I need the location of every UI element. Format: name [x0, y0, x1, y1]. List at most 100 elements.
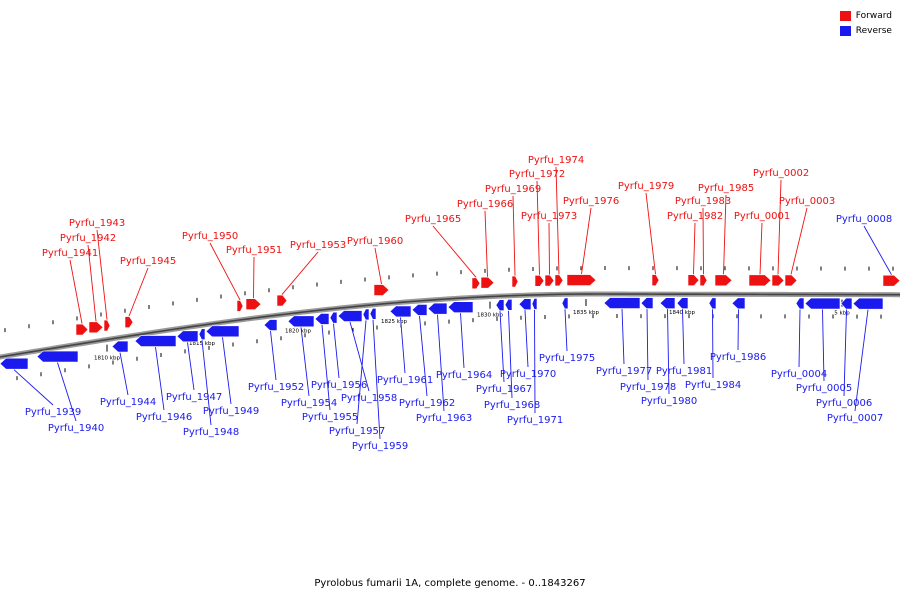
reverse-gene-arrow	[804, 297, 841, 310]
legend-forward-label: Forward	[855, 10, 892, 21]
gene-callout-line	[253, 256, 255, 299]
reverse-strand: Pyrfu_1939 Pyrfu_1940 Pyrfu_1944 Pyrfu_1946…	[0, 297, 884, 452]
gene-callout-line	[548, 222, 550, 275]
gene-callout-line	[13, 369, 54, 406]
reverse-gene-arrow	[427, 302, 448, 315]
forward-gene-label: Pyrfu_1953	[290, 240, 346, 251]
gene-callout-line	[96, 229, 108, 320]
gene-callout-line	[201, 340, 212, 426]
reverse-gene-arrow	[708, 297, 717, 310]
gene-callout-line	[863, 225, 892, 275]
tick-label: 1830 kbp	[477, 313, 503, 319]
gene-callout-line	[854, 309, 869, 412]
reverse-gene-arrow	[111, 340, 129, 353]
forward-gene-arrow	[471, 277, 481, 290]
gene-callout-line	[499, 311, 505, 383]
reverse-gene-label: Pyrfu_1954	[281, 398, 337, 409]
gene-callout-line	[69, 259, 83, 324]
gene-callout-line	[621, 309, 625, 365]
reverse-gene-arrow	[795, 297, 805, 310]
reverse-gene-label: Pyrfu_1975	[539, 353, 595, 364]
gene-callout-line	[822, 309, 825, 382]
reverse-gene-label: Pyrfu_1939	[25, 407, 81, 418]
gene-callout-line	[349, 321, 370, 392]
reverse-gene-label: Pyrfu_1956	[311, 380, 367, 391]
reverse-gene-label: Pyrfu_1957	[329, 426, 385, 437]
forward-strand: Pyrfu_1941 Pyrfu_1942 Pyrfu_1943 Pyrfu_1945…	[42, 155, 900, 336]
gene-callout-line	[702, 207, 704, 275]
gene-callout-line	[209, 242, 241, 301]
reverse-gene-arrow	[176, 330, 199, 343]
forward-gene-arrow	[687, 274, 700, 287]
forward-gene-arrow	[882, 274, 900, 287]
reverse-gene-arrow	[369, 308, 377, 320]
backbone-band	[0, 291, 900, 360]
tick-label: 1820 kbp	[285, 329, 311, 335]
reverse-gene-label: Pyrfu_1952	[248, 382, 304, 393]
forward-gene-arrow	[534, 274, 545, 287]
gene-callout-line	[512, 195, 516, 276]
gene-callout-line	[645, 192, 656, 275]
forward-gene-label: Pyrfu_1973	[521, 211, 577, 222]
gene-callout-line	[400, 317, 406, 374]
reverse-gene-arrow	[198, 328, 206, 341]
reverse-gene-label: Pyrfu_1986	[710, 352, 766, 363]
reverse-gene-arrow	[495, 299, 505, 311]
reverse-gene-arrow	[329, 311, 338, 324]
forward-gene-arrow	[480, 276, 495, 289]
forward-gene-label: Pyrfu_1976	[563, 196, 619, 207]
forward-gene-label: Pyrfu_1974	[528, 155, 584, 166]
gene-callout-line	[790, 207, 808, 275]
gene-callout-line	[270, 330, 277, 381]
gene-callout-line	[128, 267, 149, 317]
forward-gene-arrow	[748, 274, 772, 287]
genome-caption: Pyrolobus fumarii 1A, complete genome. -…	[314, 578, 586, 589]
reverse-gene-arrow	[0, 357, 29, 370]
legend-forward: Forward	[839, 8, 892, 23]
forward-gene-arrow	[373, 284, 390, 296]
reverse-gene-label: Pyrfu_1981	[656, 366, 712, 377]
tick-label: 1835 kbp	[573, 310, 599, 316]
reverse-gene-arrow	[840, 297, 853, 310]
forward-gene-arrow	[511, 275, 519, 288]
reverse-gene-label: Pyrfu_0005	[796, 383, 852, 394]
reverse-gene-arrow	[389, 305, 412, 318]
forward-gene-arrow	[771, 274, 785, 287]
forward-gene-arrow	[651, 274, 660, 286]
backbone-line	[0, 293, 900, 358]
forward-gene-label: Pyrfu_1941	[42, 248, 98, 259]
reverse-gene-label: Pyrfu_1947	[166, 392, 222, 403]
forward-gene-label: Pyrfu_1950	[182, 231, 238, 242]
gene-callout-line	[222, 337, 232, 405]
reverse-gene-arrow	[731, 297, 746, 310]
gene-callout-line	[419, 315, 428, 397]
gene-callout-line	[555, 166, 560, 275]
reverse-gene-label: Pyrfu_0007	[827, 413, 883, 424]
forward-gene-arrow	[236, 300, 244, 312]
forward-gene-label: Pyrfu_1983	[675, 196, 731, 207]
reverse-gene-label: Pyrfu_1980	[641, 396, 697, 407]
gene-callout-line	[57, 362, 77, 422]
tick-label: 1810 kbp	[94, 356, 120, 362]
gene-callout-line	[356, 320, 367, 425]
forward-gene-arrow	[103, 319, 111, 332]
reverse-gene-label: Pyrfu_1955	[302, 412, 358, 423]
gene-callout-line	[843, 309, 847, 397]
reverse-gene-label: Pyrfu_1959	[352, 441, 408, 452]
legend-reverse: Reverse	[839, 23, 892, 38]
reverse-gene-label: Pyrfu_1944	[100, 397, 156, 408]
forward-gene-arrow	[276, 294, 288, 307]
gene-callout-line	[155, 346, 165, 411]
gene-callout-line	[321, 324, 331, 411]
reverse-gene-arrow	[314, 313, 330, 325]
forward-gene-label: Pyrfu_1960	[347, 236, 403, 247]
reverse-gene-label: Pyrfu_0006	[816, 398, 872, 409]
gene-callout-line	[187, 342, 195, 391]
reverse-gene-label: Pyrfu_1948	[183, 427, 239, 438]
gene-callout-line	[777, 179, 782, 275]
gene-callout-line	[536, 180, 540, 275]
gene-callout-line	[119, 352, 129, 396]
reverse-gene-arrow	[362, 308, 370, 321]
gene-callout-line	[759, 222, 763, 275]
